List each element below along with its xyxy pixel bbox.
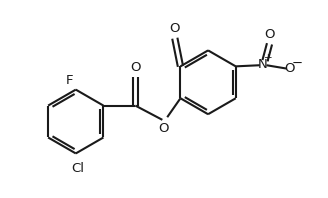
Text: N: N [258, 58, 268, 71]
Text: F: F [65, 74, 73, 87]
Text: O: O [158, 122, 168, 135]
Text: O: O [264, 28, 275, 41]
Text: +: + [264, 53, 273, 63]
Text: O: O [170, 22, 180, 35]
Text: O: O [284, 63, 295, 75]
Text: Cl: Cl [71, 162, 84, 175]
Text: O: O [130, 61, 141, 74]
Text: −: − [292, 57, 303, 70]
